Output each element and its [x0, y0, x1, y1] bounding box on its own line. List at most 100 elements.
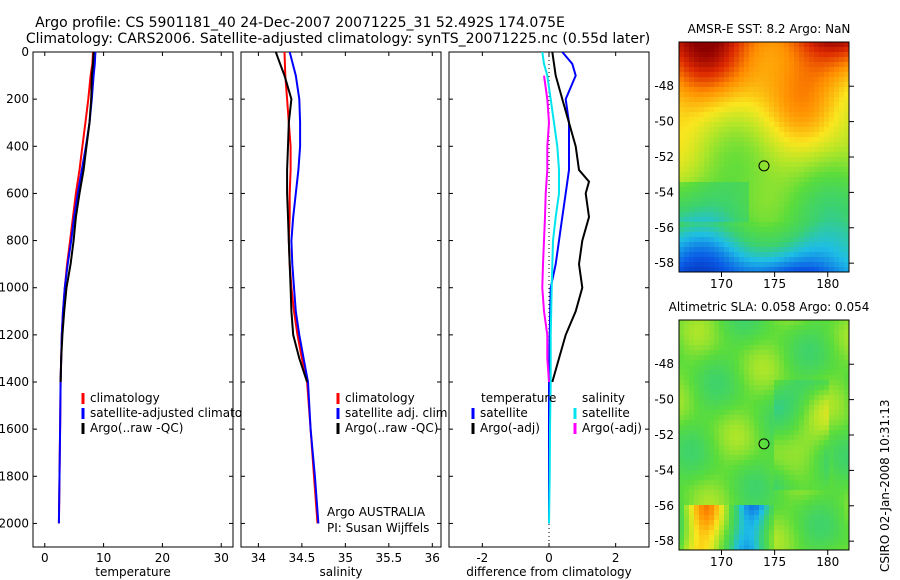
heatmap-cell [769, 47, 775, 53]
heatmap-cell [834, 47, 840, 53]
heatmap-cell [789, 142, 795, 148]
heatmap-cell [734, 217, 740, 223]
heatmap-cell [739, 490, 745, 496]
heatmap-cell [694, 117, 700, 123]
heatmap-cell [784, 450, 790, 456]
heatmap-cell [734, 425, 740, 431]
heatmap-cell [764, 182, 770, 188]
heatmap-cell [799, 162, 805, 168]
heatmap-cell [774, 470, 780, 476]
heatmap-cell [764, 545, 770, 551]
heatmap-cell [844, 420, 850, 426]
heatmap-cell [744, 545, 750, 551]
heatmap-cell [769, 515, 775, 521]
heatmap-cell [799, 370, 805, 376]
heatmap-cell [814, 142, 820, 148]
heatmap-cell [794, 395, 800, 401]
heatmap-cell [694, 410, 700, 416]
heatmap-cell [709, 237, 715, 243]
heatmap-cell [804, 545, 810, 551]
heatmap-cell [699, 425, 705, 431]
heatmap-cell [739, 535, 745, 541]
x-tick-label: 34.5 [289, 551, 316, 565]
heatmap-cell [719, 325, 725, 331]
heatmap-cell [754, 212, 760, 218]
heatmap-cell [804, 172, 810, 178]
heatmap-cell [754, 262, 760, 268]
y-tick-label: 800 [6, 234, 29, 248]
heatmap-cell [779, 440, 785, 446]
heatmap-cell [799, 87, 805, 93]
heatmap-cell [684, 415, 690, 421]
heatmap-cell [689, 405, 695, 411]
heatmap-cell [709, 395, 715, 401]
heatmap-cell [844, 430, 850, 436]
heatmap-cell [809, 57, 815, 63]
heatmap-cell [699, 365, 705, 371]
heatmap-cell [759, 450, 765, 456]
heatmap-cell [799, 237, 805, 243]
heatmap-cell [779, 207, 785, 213]
heatmap-cell [779, 77, 785, 83]
heatmap-cell [779, 212, 785, 218]
heatmap-cell [814, 320, 820, 326]
heatmap-cell [824, 67, 830, 73]
heatmap-cell [679, 72, 685, 78]
heatmap-cell [819, 520, 825, 526]
heatmap-cell [734, 390, 740, 396]
heatmap-cell [719, 490, 725, 496]
heatmap-cell [824, 177, 830, 183]
heatmap-cell [804, 470, 810, 476]
heatmap-cell [749, 460, 755, 466]
heatmap-cell [839, 365, 845, 371]
heatmap-cell [719, 495, 725, 501]
heatmap-cell [749, 147, 755, 153]
heatmap-cell [784, 495, 790, 501]
heatmap-cell [699, 247, 705, 253]
heatmap-cell [724, 207, 730, 213]
heatmap-cell [844, 177, 850, 183]
heatmap-cell [784, 380, 790, 386]
heatmap-cell [814, 182, 820, 188]
heatmap-cell [789, 72, 795, 78]
heatmap-cell [749, 495, 755, 501]
heatmap-cell [764, 340, 770, 346]
heatmap-cell [724, 162, 730, 168]
heatmap-cell [744, 237, 750, 243]
heatmap-cell [764, 495, 770, 501]
heatmap-cell [699, 325, 705, 331]
heatmap-cell [694, 47, 700, 53]
heatmap-cell [799, 355, 805, 361]
heatmap-cell [689, 262, 695, 268]
heatmap-cell [704, 490, 710, 496]
heatmap-cell [729, 455, 735, 461]
heatmap-cell [754, 177, 760, 183]
heatmap-cell [744, 77, 750, 83]
heatmap-cell [679, 202, 685, 208]
heatmap-cell [829, 182, 835, 188]
heatmap-cell [709, 375, 715, 381]
heatmap-cell [784, 440, 790, 446]
heatmap-cell [774, 127, 780, 133]
heatmap-cell [809, 500, 815, 506]
heatmap-cell [784, 102, 790, 108]
heatmap-cell [699, 525, 705, 531]
heatmap-cell [824, 152, 830, 158]
heatmap-cell [699, 355, 705, 361]
heatmap-cell [799, 495, 805, 501]
heatmap-cell [754, 410, 760, 416]
heatmap-cell [699, 167, 705, 173]
heatmap-cell [724, 47, 730, 53]
heatmap-cell [689, 42, 695, 48]
heatmap-cell [709, 227, 715, 233]
heatmap-cell [839, 350, 845, 356]
heatmap-cell [714, 330, 720, 336]
heatmap-cell [679, 545, 685, 551]
heatmap-cell [689, 172, 695, 178]
heatmap-cell [729, 47, 735, 53]
heatmap-cell [804, 535, 810, 541]
heatmap-cell [704, 242, 710, 248]
heatmap-cell [839, 545, 845, 551]
heatmap-cell [804, 252, 810, 258]
heatmap-cell [679, 227, 685, 233]
